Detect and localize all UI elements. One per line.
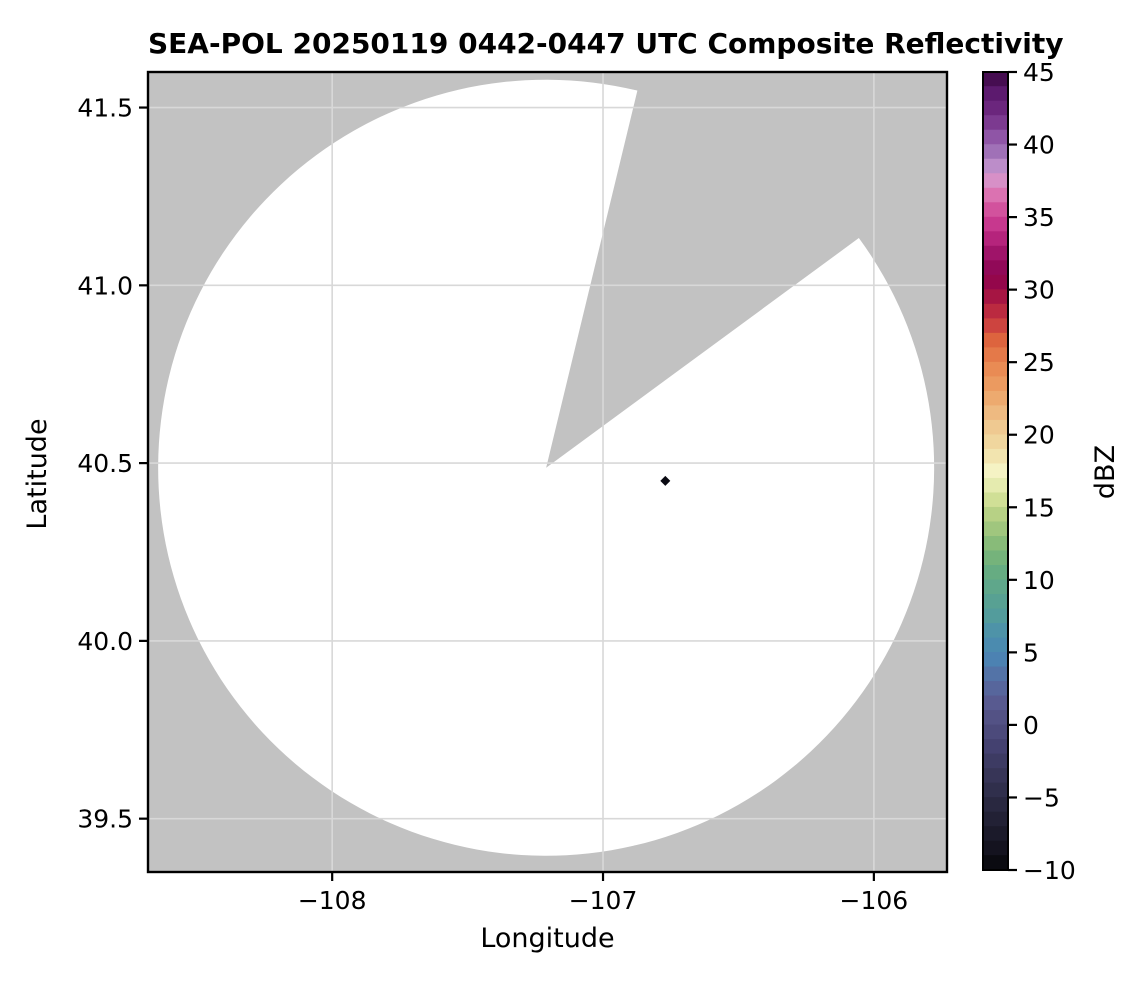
colorbar-band: [983, 565, 1008, 581]
colorbar-band: [983, 274, 1008, 290]
colorbar-band: [983, 506, 1008, 523]
colorbar-tick-label: 15: [1023, 493, 1055, 522]
axes-spine: [146, 70, 949, 874]
colorbar-band: [983, 376, 1008, 392]
colorbar-band: [983, 448, 1008, 465]
colorbar-band: [983, 390, 1008, 407]
colorbar-band: [983, 782, 1008, 798]
colorbar-band: [983, 289, 1008, 305]
colorbar-band: [983, 826, 1008, 842]
colorbar-band: [983, 710, 1008, 726]
colorbar-band: [983, 579, 1008, 595]
colorbar-band: [983, 202, 1008, 218]
colorbar-tick-label: 5: [1023, 638, 1039, 667]
colorbar-band: [983, 303, 1008, 319]
colorbar-band: [983, 724, 1008, 740]
colorbar-tick-label: 0: [1023, 711, 1039, 740]
colorbar-layer: 45 40 35 30 25 20 15 10 5 0 −5 −10: [982, 58, 1076, 885]
y-tick-label: 41.5: [77, 94, 133, 123]
colorbar-band: [983, 594, 1008, 610]
y-tick-label: 40.5: [77, 449, 133, 478]
colorbar-band: [983, 361, 1008, 377]
colorbar-tick-label: 40: [1023, 131, 1055, 160]
x-tick-label: −108: [298, 886, 367, 915]
colorbar-band: [983, 86, 1008, 102]
y-tick-label: 40.0: [77, 627, 133, 656]
colorbar-band: [983, 129, 1008, 145]
colorbar-tick-label: 10: [1023, 566, 1055, 595]
colorbar-tick-label: 30: [1023, 276, 1055, 305]
colorbar-band: [983, 173, 1008, 189]
colorbar-tick-label: 45: [1023, 58, 1055, 87]
colorbar-label: dBZ: [1090, 444, 1121, 500]
colorbar-tick-label: 35: [1023, 203, 1055, 232]
colorbar-band: [983, 216, 1008, 232]
colorbar-band: [983, 245, 1008, 261]
colorbar-band: [983, 187, 1008, 203]
colorbar-band: [983, 797, 1008, 813]
colorbar-band: [983, 260, 1008, 276]
radar-coverage-area: [158, 79, 935, 856]
colorbar-band: [983, 115, 1008, 131]
colorbar-tick-label: −5: [1023, 783, 1060, 812]
x-axis-label: Longitude: [480, 923, 615, 954]
colorbar-band: [983, 405, 1008, 421]
colorbar-band: [983, 623, 1008, 639]
echo-point-marker: [660, 475, 671, 486]
x-tick-label: −106: [840, 886, 909, 915]
colorbar-band: [983, 840, 1008, 856]
y-axis-label: Latitude: [22, 418, 53, 530]
colorbar-band: [983, 666, 1008, 682]
colorbar-band: [983, 811, 1008, 827]
colorbar-band: [983, 753, 1008, 769]
echo-marker-layer: [660, 475, 671, 486]
colorbar-band: [983, 768, 1008, 784]
colorbar-band: [983, 652, 1008, 668]
plot-title: SEA-POL 20250119 0442-0447 UTC Composite…: [148, 27, 1064, 60]
colorbar-band: [983, 608, 1008, 624]
colorbar-tick-label: −10: [1023, 856, 1076, 885]
colorbar-band: [983, 855, 1008, 871]
colorbar-band: [983, 492, 1008, 508]
colorbar-band: [983, 477, 1008, 494]
grid-lines-layer: [148, 72, 947, 872]
colorbar-band: [983, 100, 1008, 116]
colorbar-band: [983, 695, 1008, 711]
colorbar-band: [983, 681, 1008, 697]
colorbar-band: [983, 550, 1008, 566]
plot-background-layer: [148, 72, 947, 872]
colorbar-band: [983, 144, 1008, 160]
colorbar-band: [983, 71, 1008, 87]
colorbar-band: [983, 158, 1008, 174]
colorbar-band: [983, 535, 1008, 552]
y-tick-label: 41.0: [77, 271, 133, 300]
colorbar-band: [983, 739, 1008, 755]
colorbar-band: [983, 521, 1008, 537]
colorbar-band: [983, 434, 1008, 450]
axes-spines-ticks-layer: −108 −107 −106 39.5 40.0 40.5 41.0 41.5: [77, 70, 949, 915]
x-tick-label: −107: [569, 886, 638, 915]
colorbar-band: [983, 637, 1008, 653]
colorbar-band: [983, 347, 1008, 363]
colorbar-band: [983, 318, 1008, 334]
colorbar-band: [983, 231, 1008, 247]
colorbar-tick-label: 20: [1023, 421, 1055, 450]
y-tick-label: 39.5: [77, 805, 133, 834]
colorbar-band: [983, 419, 1008, 436]
colorbar-outline: [982, 71, 1009, 871]
colorbar-tick-label: 25: [1023, 348, 1055, 377]
colorbar-band: [983, 332, 1008, 348]
colorbar-band: [983, 463, 1008, 479]
